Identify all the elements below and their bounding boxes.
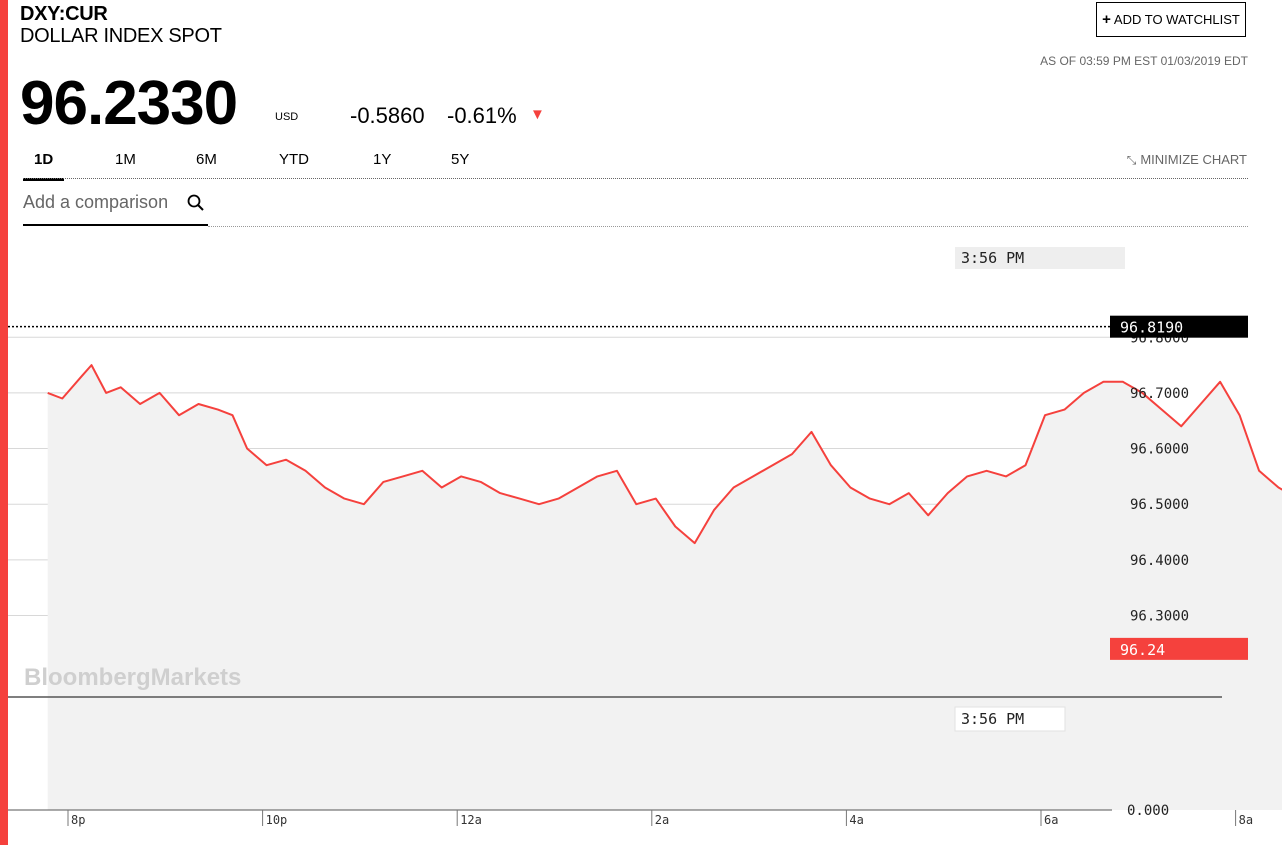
- comparison-search: [23, 192, 208, 226]
- tab-6m[interactable]: 6M: [196, 151, 217, 168]
- ticker-symbol: DXY:CUR: [20, 3, 108, 25]
- last-price-label: 96.24: [1120, 641, 1165, 659]
- accent-bar: [0, 0, 8, 845]
- plus-icon: +: [1102, 11, 1111, 28]
- down-triangle-icon: ▼: [530, 106, 545, 123]
- tab-1d[interactable]: 1D: [23, 150, 65, 181]
- tabs-divider: [23, 178, 1248, 179]
- crosshair-time-label: 3:56 PM: [961, 249, 1024, 267]
- x-tick-label: 12a: [460, 813, 482, 827]
- as-of-timestamp: AS OF 03:59 PM EST 01/03/2019 EDT: [1040, 54, 1248, 68]
- search-icon[interactable]: [186, 193, 206, 213]
- minimize-chart-button[interactable]: ⤡ MINIMIZE CHART: [1127, 152, 1247, 168]
- y-tick-label: 96.5000: [1130, 497, 1189, 513]
- comparison-input[interactable]: [23, 192, 178, 213]
- comparison-divider: [208, 226, 1248, 227]
- previous-close-label: 96.8190: [1120, 319, 1183, 337]
- last-price: 96.2330: [20, 69, 238, 138]
- crosshair-volume-box: [954, 706, 1066, 732]
- price-change-percent: -0.61%: [447, 103, 517, 128]
- price-change: -0.5860: [350, 103, 425, 128]
- security-name: DOLLAR INDEX SPOT: [20, 25, 222, 47]
- x-tick-label: 10p: [266, 813, 288, 827]
- y-tick-label: 96.6000: [1130, 442, 1189, 458]
- volume-tick-label: 0.000: [1127, 803, 1169, 819]
- crosshair-volume-time-label: 3:56 PM: [961, 710, 1024, 728]
- y-tick-label: 96.3000: [1130, 608, 1189, 624]
- x-tick-label: 2a: [655, 813, 669, 827]
- x-tick-label: 6a: [1044, 813, 1058, 827]
- minimize-icon: ⤡: [1126, 153, 1137, 167]
- y-tick-label: 96.4000: [1130, 553, 1189, 569]
- minimize-chart-label: MINIMIZE CHART: [1140, 152, 1247, 167]
- price-line: [47, 364, 1282, 545]
- add-to-watchlist-button[interactable]: + ADD TO WATCHLIST: [1096, 2, 1246, 37]
- crosshair-price-box: [955, 247, 1125, 269]
- tab-1y[interactable]: 1Y: [373, 151, 392, 168]
- watermark: BloombergMarkets: [24, 664, 241, 691]
- tab-5y[interactable]: 5Y: [451, 151, 470, 168]
- y-tick-label: 96.7000: [1130, 386, 1189, 402]
- tab-ytd[interactable]: YTD: [279, 151, 309, 168]
- x-tick-label: 4a: [849, 813, 863, 827]
- add-to-watchlist-label: ADD TO WATCHLIST: [1113, 12, 1240, 27]
- x-tick-label: 8p: [71, 813, 85, 827]
- x-tick-label: 8a: [1239, 813, 1253, 827]
- tab-1m[interactable]: 1M: [115, 151, 136, 168]
- currency-label: USD: [275, 111, 299, 123]
- last-price-badge: [1110, 637, 1248, 660]
- previous-close-badge: [1110, 315, 1248, 338]
- price-area: [47, 365, 1282, 810]
- timeframe-tabs: 1D 1M 6M YTD 1Y 5Y: [23, 150, 1248, 181]
